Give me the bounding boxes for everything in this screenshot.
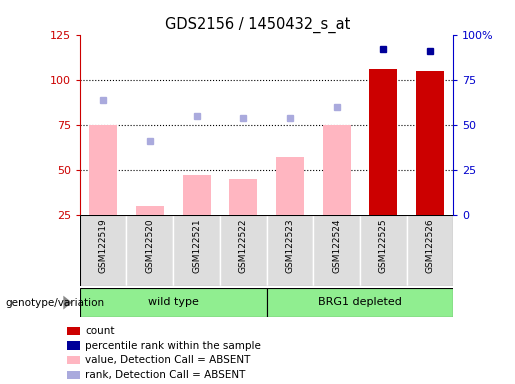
Bar [276, 157, 304, 215]
Bar [80, 215, 127, 286]
Text: BRG1 depleted: BRG1 depleted [318, 297, 402, 308]
Bar [220, 215, 267, 286]
Text: genotype/variation: genotype/variation [5, 298, 104, 308]
Bar [127, 215, 173, 286]
Text: GDS2156 / 1450432_s_at: GDS2156 / 1450432_s_at [165, 17, 350, 33]
Bar [89, 125, 117, 215]
Bar [416, 71, 444, 215]
Bar [369, 69, 397, 215]
Bar [313, 215, 360, 286]
Text: GSM122519: GSM122519 [99, 218, 108, 273]
Text: GSM122523: GSM122523 [285, 218, 295, 273]
Text: GSM122521: GSM122521 [192, 218, 201, 273]
Bar [173, 215, 220, 286]
Text: GSM122522: GSM122522 [238, 218, 248, 273]
Text: count: count [85, 326, 114, 336]
Bar [136, 206, 164, 215]
Bar [229, 179, 257, 215]
Bar [267, 288, 453, 317]
Bar [406, 215, 453, 286]
Bar [182, 175, 211, 215]
Text: wild type: wild type [148, 297, 199, 308]
Text: GSM122525: GSM122525 [379, 218, 388, 273]
Text: GSM122526: GSM122526 [425, 218, 434, 273]
Bar [267, 215, 313, 286]
Bar [360, 215, 406, 286]
Text: rank, Detection Call = ABSENT: rank, Detection Call = ABSENT [85, 370, 245, 380]
Text: value, Detection Call = ABSENT: value, Detection Call = ABSENT [85, 355, 250, 365]
Bar [322, 125, 351, 215]
Bar [80, 288, 267, 317]
Text: GSM122524: GSM122524 [332, 218, 341, 273]
Text: GSM122520: GSM122520 [145, 218, 154, 273]
Text: percentile rank within the sample: percentile rank within the sample [85, 341, 261, 351]
